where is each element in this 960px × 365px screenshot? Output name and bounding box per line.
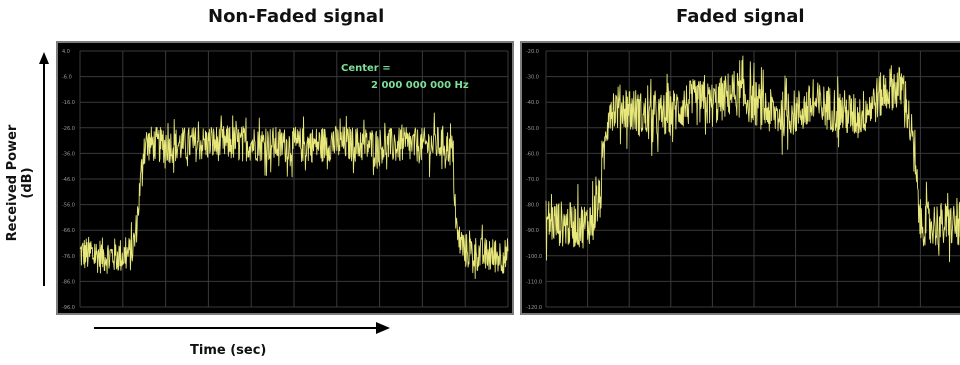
right-chart-title: Faded signal: [676, 6, 805, 27]
grid: [79, 50, 509, 308]
x-axis-arrow: [94, 322, 390, 334]
non-faded-plot: 4.0 -6.0 -16.0 -26.0 -36.0 -46.0 -56.0 -66.0 -76…: [62, 49, 509, 311]
y-tick-label: -110.0: [526, 279, 542, 285]
y-tick-label: -36.0: [62, 151, 75, 157]
y-tick-label: -56.0: [62, 203, 75, 209]
y-tick-label: -26.0: [62, 126, 75, 132]
y-tick-label: -96.0: [62, 305, 75, 311]
y-tick-label: -6.0: [62, 75, 72, 81]
faded-chart: -20.0 -30.0 -40.0 -50.0 -60.0 -70.0 -80.0 -90.0…: [520, 41, 960, 315]
faded-plot: -20.0 -30.0 -40.0 -50.0 -60.0 -70.0 -80.0 -90.0…: [526, 49, 960, 311]
center-annotation-line2: 2 000 000 000 Hz: [371, 80, 469, 91]
y-tick-label: -20.0: [526, 49, 539, 55]
y-tick-label: -120.0: [526, 305, 542, 311]
y-tick-label: -100.0: [526, 254, 542, 260]
y-tick-label: -76.0: [62, 254, 75, 260]
signal-trace: [545, 55, 960, 263]
y-tick-label: -66.0: [62, 228, 75, 234]
center-annotation-line1: Center =: [341, 63, 391, 74]
signal-trace: [79, 112, 509, 279]
x-axis-label: Time (sec): [190, 343, 267, 358]
y-tick-label: -40.0: [526, 100, 539, 106]
left-chart-title: Non-Faded signal: [208, 6, 385, 27]
y-tick-label: -86.0: [62, 279, 75, 285]
y-tick-label: -80.0: [526, 203, 539, 209]
y-axis-label: Received Power (dB): [5, 124, 35, 242]
y-tick-label: -30.0: [526, 75, 539, 81]
y-tick-label: -16.0: [62, 100, 75, 106]
y-tick-label: -60.0: [526, 151, 539, 157]
y-tick-label: -90.0: [526, 228, 539, 234]
y-tick-label: -46.0: [62, 177, 75, 183]
non-faded-chart: 4.0 -6.0 -16.0 -26.0 -36.0 -46.0 -56.0 -66.0 -76…: [56, 41, 514, 315]
y-tick-label: 4.0: [62, 49, 70, 55]
y-axis-arrow: [39, 52, 49, 286]
y-tick-label: -70.0: [526, 177, 539, 183]
y-tick-label: -50.0: [526, 126, 539, 132]
